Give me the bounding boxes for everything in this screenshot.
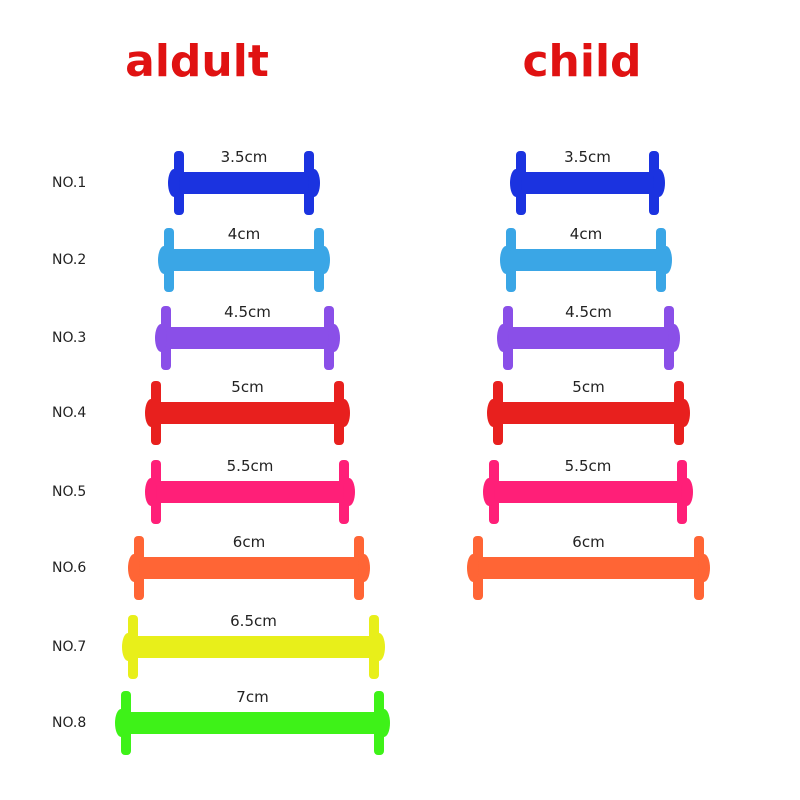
size-label: 5cm	[572, 378, 604, 396]
row-label: NO.3	[52, 330, 86, 346]
lace	[145, 460, 355, 524]
size-label: 3.5cm	[221, 148, 268, 166]
lace-cap	[678, 399, 690, 427]
lace-cap	[487, 399, 499, 427]
lace-cap	[318, 246, 330, 274]
lace-cap	[128, 554, 140, 582]
lace-bar	[471, 557, 706, 579]
lace-bar	[132, 557, 366, 579]
lace-bar	[162, 249, 326, 271]
size-label: 7cm	[236, 688, 268, 706]
lace-bar	[172, 172, 316, 194]
lace-cap	[358, 554, 370, 582]
lace	[155, 306, 340, 370]
size-label: 6.5cm	[230, 612, 277, 630]
lace-cap	[497, 324, 509, 352]
size-label: 5cm	[231, 378, 263, 396]
lace-cap	[653, 169, 665, 197]
lace-cap	[343, 478, 355, 506]
lace-cap	[681, 478, 693, 506]
lace	[467, 536, 710, 600]
size-label: 4.5cm	[224, 303, 271, 321]
size-label: 3.5cm	[564, 148, 611, 166]
size-label: 6cm	[233, 533, 265, 551]
lace-bar	[491, 402, 686, 424]
lace-bar	[119, 712, 386, 734]
lace-cap	[155, 324, 167, 352]
lace-cap	[158, 246, 170, 274]
row-label: NO.4	[52, 405, 86, 421]
lace-bar	[514, 172, 661, 194]
row-label: NO.1	[52, 175, 86, 191]
lace	[115, 691, 390, 755]
lace-cap	[483, 478, 495, 506]
row-label: NO.2	[52, 252, 86, 268]
size-label: 6cm	[572, 533, 604, 551]
lace-cap	[698, 554, 710, 582]
lace	[145, 381, 350, 445]
lace-bar	[487, 481, 689, 503]
lace-cap	[668, 324, 680, 352]
lace	[500, 228, 672, 292]
lace	[168, 151, 320, 215]
lace-cap	[373, 633, 385, 661]
lace	[510, 151, 665, 215]
lace	[122, 615, 385, 679]
lace-bar	[126, 636, 381, 658]
row-label: NO.5	[52, 484, 86, 500]
lace-cap	[308, 169, 320, 197]
lace-cap	[168, 169, 180, 197]
size-label: 5.5cm	[565, 457, 612, 475]
row-label: NO.7	[52, 639, 86, 655]
size-label: 4.5cm	[565, 303, 612, 321]
row-label: NO.6	[52, 560, 86, 576]
lace-cap	[338, 399, 350, 427]
lace	[487, 381, 690, 445]
lace-cap	[660, 246, 672, 274]
child-title: child	[522, 36, 641, 87]
lace	[497, 306, 680, 370]
row-label: NO.8	[52, 715, 86, 731]
size-label: 5.5cm	[227, 457, 274, 475]
lace-cap	[510, 169, 522, 197]
lace-bar	[149, 481, 351, 503]
lace-bar	[149, 402, 346, 424]
lace-cap	[378, 709, 390, 737]
lace-cap	[500, 246, 512, 274]
lace-cap	[145, 478, 157, 506]
size-label: 4cm	[570, 225, 602, 243]
size-label: 4cm	[228, 225, 260, 243]
lace-cap	[467, 554, 479, 582]
lace	[128, 536, 370, 600]
lace-bar	[159, 327, 336, 349]
lace-cap	[328, 324, 340, 352]
lace-bar	[501, 327, 676, 349]
adult-title: aldult	[125, 36, 269, 87]
lace-cap	[122, 633, 134, 661]
lace	[158, 228, 330, 292]
lace	[483, 460, 693, 524]
lace-cap	[115, 709, 127, 737]
lace-bar	[504, 249, 668, 271]
lace-cap	[145, 399, 157, 427]
